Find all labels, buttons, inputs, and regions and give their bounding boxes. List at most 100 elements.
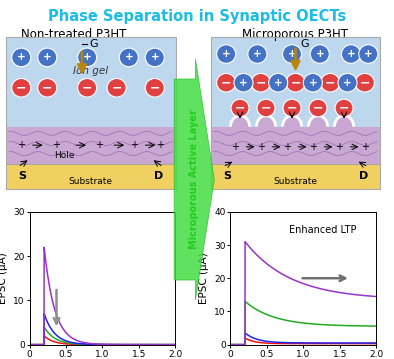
Polygon shape bbox=[230, 116, 249, 127]
Polygon shape bbox=[335, 116, 353, 127]
Text: +: + bbox=[125, 52, 133, 62]
Text: −: − bbox=[221, 76, 231, 89]
Text: −: − bbox=[339, 102, 349, 115]
Text: −: − bbox=[112, 81, 122, 94]
Text: +: + bbox=[43, 52, 52, 62]
Text: Substrate: Substrate bbox=[69, 177, 113, 186]
Text: +: + bbox=[52, 140, 60, 150]
Text: +: + bbox=[222, 49, 230, 59]
Circle shape bbox=[12, 48, 31, 67]
Text: Phase Separation in Synaptic OECTs: Phase Separation in Synaptic OECTs bbox=[48, 9, 346, 24]
Text: +: + bbox=[253, 49, 262, 59]
Text: +: + bbox=[343, 78, 352, 88]
Circle shape bbox=[78, 48, 97, 67]
Circle shape bbox=[251, 74, 270, 92]
Circle shape bbox=[107, 79, 126, 97]
Bar bbox=[6, 127, 176, 164]
Text: +: + bbox=[283, 142, 291, 152]
Text: −: − bbox=[235, 102, 245, 115]
Circle shape bbox=[145, 48, 164, 67]
Circle shape bbox=[257, 99, 275, 117]
Circle shape bbox=[38, 48, 57, 67]
Text: −: − bbox=[42, 81, 52, 94]
Circle shape bbox=[335, 99, 353, 117]
Circle shape bbox=[269, 74, 288, 92]
Text: +: + bbox=[347, 49, 355, 59]
Text: G: G bbox=[301, 39, 309, 49]
Polygon shape bbox=[309, 116, 327, 127]
Text: +: + bbox=[95, 140, 103, 150]
Text: +: + bbox=[315, 49, 324, 59]
Circle shape bbox=[359, 45, 378, 63]
Circle shape bbox=[282, 45, 301, 63]
Circle shape bbox=[338, 74, 357, 92]
Text: +: + bbox=[17, 140, 25, 150]
Circle shape bbox=[248, 45, 267, 63]
Y-axis label: EPSC (μA): EPSC (μA) bbox=[0, 252, 7, 304]
Circle shape bbox=[119, 48, 138, 67]
Text: −: − bbox=[290, 76, 301, 89]
Text: +: + bbox=[239, 78, 248, 88]
Circle shape bbox=[217, 74, 236, 92]
Circle shape bbox=[38, 79, 57, 97]
Text: Enhanced LTP: Enhanced LTP bbox=[289, 225, 356, 235]
Text: S: S bbox=[223, 171, 231, 181]
Text: G: G bbox=[89, 39, 97, 49]
Circle shape bbox=[342, 45, 361, 63]
Text: +: + bbox=[361, 142, 369, 152]
Text: −: − bbox=[313, 102, 323, 115]
Text: +: + bbox=[17, 52, 26, 62]
Text: +: + bbox=[274, 78, 282, 88]
Circle shape bbox=[231, 99, 249, 117]
Text: −: − bbox=[256, 76, 266, 89]
Polygon shape bbox=[282, 116, 301, 127]
Text: +: + bbox=[288, 49, 296, 59]
Circle shape bbox=[309, 99, 327, 117]
Circle shape bbox=[12, 79, 31, 97]
Text: +: + bbox=[156, 140, 164, 150]
Text: +: + bbox=[309, 142, 317, 152]
Text: Substrate: Substrate bbox=[273, 177, 318, 186]
Text: +: + bbox=[83, 52, 91, 62]
Bar bbox=[210, 37, 381, 127]
Circle shape bbox=[355, 74, 374, 92]
Text: −: − bbox=[360, 76, 370, 89]
Text: Non-treated P3HT: Non-treated P3HT bbox=[20, 28, 126, 41]
Circle shape bbox=[286, 74, 305, 92]
Text: −: − bbox=[149, 81, 160, 94]
Circle shape bbox=[234, 74, 253, 92]
Text: Microporous P3HT: Microporous P3HT bbox=[242, 28, 349, 41]
Circle shape bbox=[321, 74, 340, 92]
Polygon shape bbox=[256, 116, 275, 127]
Text: +: + bbox=[309, 78, 317, 88]
Text: +: + bbox=[151, 52, 159, 62]
Text: Microporous Active Layer: Microporous Active Layer bbox=[189, 109, 199, 250]
Text: Ion gel: Ion gel bbox=[73, 66, 108, 76]
Text: +: + bbox=[335, 142, 343, 152]
Circle shape bbox=[303, 74, 322, 92]
Text: S: S bbox=[18, 171, 26, 181]
Text: +: + bbox=[364, 49, 373, 59]
Circle shape bbox=[145, 79, 164, 97]
Text: −: − bbox=[287, 102, 297, 115]
Polygon shape bbox=[174, 59, 214, 300]
Text: −: − bbox=[261, 102, 271, 115]
Circle shape bbox=[217, 45, 236, 63]
Text: −: − bbox=[325, 76, 335, 89]
Circle shape bbox=[283, 99, 301, 117]
Text: D: D bbox=[359, 171, 369, 181]
Bar bbox=[6, 37, 176, 127]
Bar bbox=[210, 164, 381, 189]
Text: +: + bbox=[231, 142, 239, 152]
Text: −: − bbox=[16, 81, 26, 94]
Text: −: − bbox=[82, 81, 93, 94]
Text: +: + bbox=[257, 142, 265, 152]
Circle shape bbox=[310, 45, 329, 63]
Y-axis label: EPSC (μA): EPSC (μA) bbox=[199, 252, 208, 304]
Bar bbox=[6, 164, 176, 189]
Text: +: + bbox=[130, 140, 138, 150]
Text: D: D bbox=[154, 171, 164, 181]
Bar bbox=[210, 127, 381, 164]
Text: Hole: Hole bbox=[54, 151, 75, 160]
Circle shape bbox=[78, 79, 97, 97]
